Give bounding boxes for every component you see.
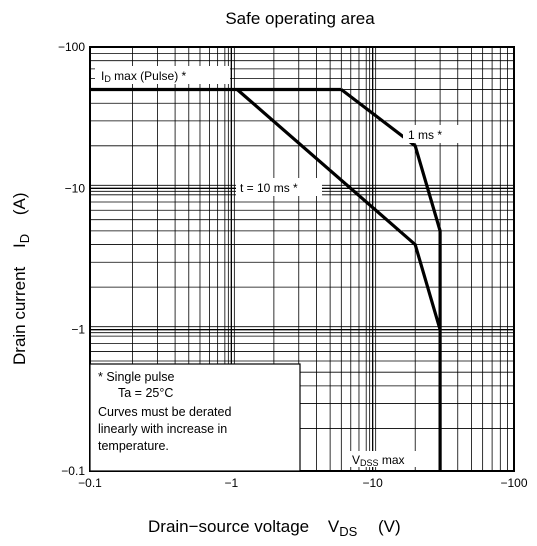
note-line: * Single pulse <box>98 370 174 384</box>
x-axis-unit: (V) <box>378 517 401 536</box>
svg-text:1 ms *: 1 ms * <box>408 128 442 142</box>
vdss-main: V <box>352 453 360 467</box>
note-line: linearly with increase in <box>98 422 227 436</box>
one-ms-curve <box>340 88 442 330</box>
x-tick-label: −100 <box>500 476 527 490</box>
chart-title: Safe operating area <box>225 9 375 28</box>
x-axis-subscript: DS <box>339 524 357 539</box>
id-max-annotation: ID max (Pulse) * <box>95 66 230 84</box>
x-axis-label: Drain−source voltage VDS (V) <box>148 517 401 540</box>
y-tick-label: −0.1 <box>61 464 85 478</box>
id-max-rest: max (Pulse) * <box>111 69 187 83</box>
curves <box>90 87 442 471</box>
ten-ms-curve <box>236 88 442 471</box>
x-axis-symbol: V <box>328 517 340 536</box>
y-axis-label: Drain current ID (A) <box>10 192 33 365</box>
vdss-annotation: VDSS max <box>348 451 436 468</box>
id-max-main: I <box>101 69 104 83</box>
x-axis-main: Drain−source voltage <box>148 517 309 536</box>
y-tick-label: −100 <box>58 40 85 54</box>
y-axis-unit: (A) <box>10 192 29 215</box>
svg-text:VDSS max: VDSS max <box>352 453 405 468</box>
x-tick-label: −0.1 <box>78 476 102 490</box>
y-tick-label: −10 <box>65 181 86 195</box>
note-line: Curves must be derated <box>98 405 231 419</box>
y-axis-symbol: I <box>10 243 29 248</box>
vdss-sub: DSS <box>360 458 379 468</box>
vdss-rest: max <box>379 453 405 467</box>
y-tick-label: −1 <box>71 323 85 337</box>
id-max-sub: D <box>104 74 111 84</box>
tick-labels: −0.1 −1 −10 −100 −100 −10 −1 −0.1 <box>58 40 528 490</box>
plot-frame <box>89 46 515 472</box>
y-axis-subscript: D <box>17 234 32 243</box>
x-tick-label: −10 <box>362 476 383 490</box>
one-ms-annotation: 1 ms * <box>403 125 461 143</box>
grid <box>90 47 514 471</box>
note-line: temperature. <box>98 439 169 453</box>
svg-text:t = 10 ms *: t = 10 ms * <box>240 181 298 195</box>
y-axis-main: Drain current <box>10 266 29 365</box>
svg-text:ID max (Pulse) *: ID max (Pulse) * <box>101 69 187 84</box>
ten-ms-annotation: t = 10 ms * <box>236 178 322 196</box>
note-line: Ta = 25°C <box>118 386 173 400</box>
note-box: * Single pulse Ta = 25°C Curves must be … <box>89 363 301 472</box>
x-tick-label: −1 <box>224 476 238 490</box>
